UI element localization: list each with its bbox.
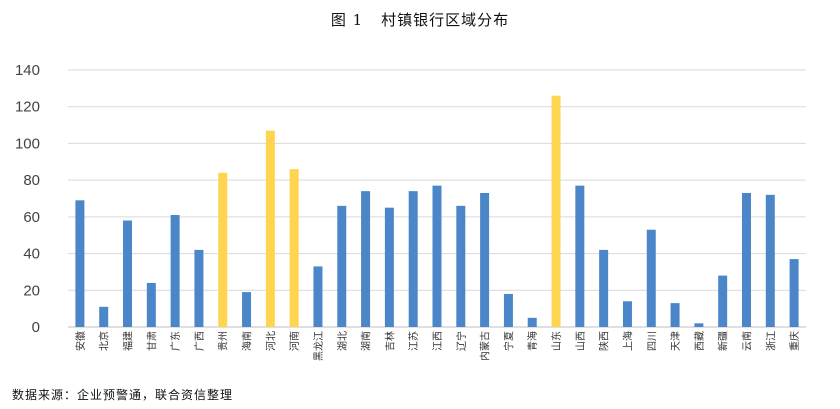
bar: [265, 130, 275, 327]
bar: [194, 249, 204, 327]
bar: [622, 301, 632, 327]
y-tick-label: 80: [23, 172, 40, 189]
x-tick-label: 湖北: [337, 331, 349, 351]
x-tick-label: 贵州: [217, 331, 230, 351]
x-tick-label: 上海: [621, 331, 634, 351]
bar: [599, 249, 609, 327]
y-tick-label: 60: [23, 209, 40, 226]
x-tick-label: 北京: [98, 331, 111, 351]
y-axis: 0 20 40 60 80 100 120 140: [15, 62, 40, 336]
x-tick-label: 江西: [432, 331, 444, 351]
bar: [99, 306, 109, 327]
x-tick-label: 山西: [575, 331, 587, 351]
x-tick-label: 安徽: [74, 331, 87, 351]
x-tick-label: 浙江: [765, 331, 777, 351]
y-tick-label: 40: [23, 246, 40, 263]
bar: [456, 205, 466, 327]
x-tick-label: 湖南: [360, 331, 373, 351]
figure-label: 图 1: [330, 11, 364, 29]
x-tick-label: 青海: [526, 331, 539, 351]
y-tick-label: 0: [32, 319, 40, 336]
x-tick-label: 河南: [288, 331, 301, 351]
x-tick-label: 天津: [670, 331, 682, 351]
x-tick-label: 广东: [169, 331, 182, 351]
x-tick-label: 新疆: [717, 331, 730, 351]
x-tick-label: 吉林: [383, 331, 396, 351]
grid-lines: [68, 69, 806, 328]
x-tick-label: 山东: [550, 331, 563, 351]
y-tick-label: 20: [23, 282, 40, 299]
figure-title: 村镇银行区域分布: [381, 11, 510, 29]
bar: [170, 215, 180, 327]
bars: [75, 95, 799, 327]
x-tick-label: 四川: [647, 331, 658, 351]
bar: [242, 292, 252, 327]
x-tick-label: 云南: [740, 331, 753, 351]
x-tick-label: 宁夏: [502, 331, 515, 351]
data-source-note: 数据来源：企业预警通，联合资信整理: [12, 388, 234, 402]
bar: [551, 95, 561, 327]
x-tick-label: 黑龙江: [312, 331, 325, 361]
bar: [408, 191, 418, 327]
x-tick-label: 西藏: [694, 331, 706, 351]
x-tick-label: 海南: [241, 331, 254, 351]
x-tick-label: 甘肃: [145, 331, 158, 351]
bar: [741, 192, 751, 327]
bar: [123, 220, 133, 327]
y-tick-label: 140: [15, 62, 40, 79]
x-tick-label: 陕西: [598, 331, 611, 351]
x-tick-label: 重庆: [788, 331, 801, 351]
bar: [503, 293, 513, 327]
bar: [313, 266, 323, 327]
bar: [75, 200, 85, 327]
chart-title: 图 1 村镇银行区域分布: [0, 9, 840, 30]
x-tick-label: 河北: [265, 331, 277, 351]
bar: [337, 205, 347, 327]
y-tick-label: 120: [15, 99, 40, 116]
bar: [646, 229, 656, 327]
bar: [789, 259, 799, 327]
x-tick-label: 福建: [122, 331, 135, 351]
bar: [694, 323, 704, 327]
bar: [384, 207, 394, 327]
bar: [480, 192, 490, 327]
x-axis: 安徽 北京 福建 甘肃 广东 广西 贵州 海南 河北 河南 黑龙江 湖北 湖南 吉林 江苏 江西 辽宁 内蒙古 宁夏…: [74, 331, 801, 361]
bar: [670, 303, 680, 327]
bar: [361, 191, 371, 327]
bar: [765, 194, 775, 327]
bar: [218, 172, 228, 327]
x-tick-label: 辽宁: [455, 331, 468, 351]
bar: [432, 185, 442, 327]
bar: [527, 317, 537, 327]
bar: [718, 275, 728, 327]
bar: [289, 169, 299, 327]
x-tick-label: 江苏: [407, 331, 420, 351]
x-tick-label: 广西: [194, 331, 206, 351]
x-tick-label: 内蒙古: [479, 331, 492, 361]
bar: [575, 185, 585, 327]
y-tick-label: 100: [15, 135, 40, 152]
bar: [146, 282, 156, 327]
